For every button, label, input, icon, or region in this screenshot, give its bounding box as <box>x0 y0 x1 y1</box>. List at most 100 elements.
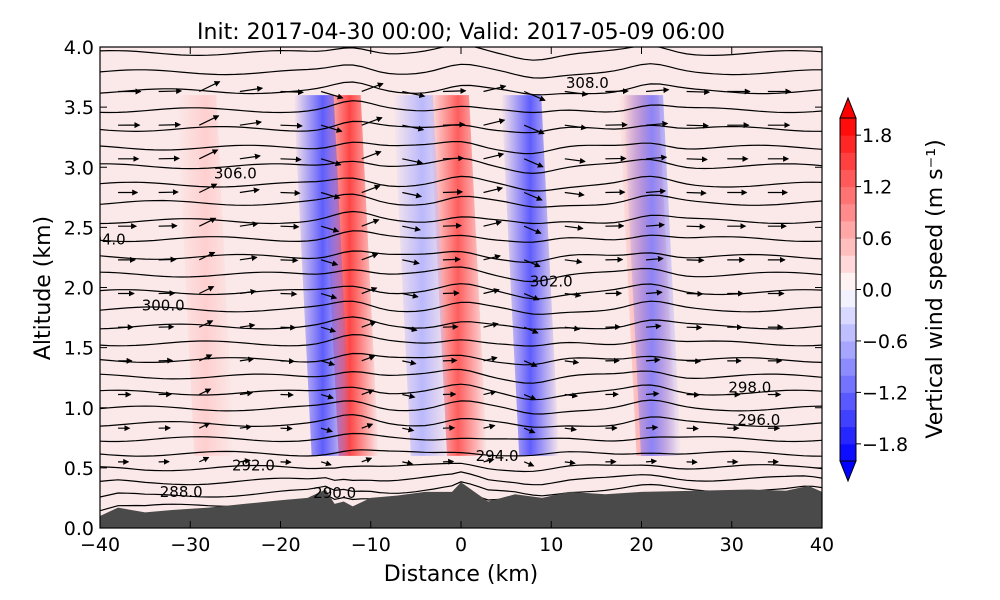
wind-vector <box>483 118 506 126</box>
wind-band <box>176 95 235 456</box>
colorbar-tick-label: 0.6 <box>862 228 892 250</box>
wind-vector <box>402 326 418 333</box>
x-axis-title: Distance (km) <box>384 562 539 587</box>
wind-vector <box>239 390 254 397</box>
wind-vector <box>239 255 258 262</box>
wind-vector <box>442 87 467 94</box>
wind-vector <box>320 90 344 100</box>
colorbar-band <box>840 186 856 205</box>
wind-vector <box>280 89 305 96</box>
isentrope-line <box>100 352 822 366</box>
wind-vector <box>361 423 374 429</box>
wind-vector <box>402 124 425 132</box>
wind-vector <box>564 258 583 265</box>
wind-vector <box>564 224 584 231</box>
isentrope-line <box>100 141 822 155</box>
wind-vector <box>483 84 507 93</box>
colorbar-band <box>840 340 856 359</box>
x-tick-label: −10 <box>351 534 391 556</box>
contour-label: 306.0 <box>214 164 257 182</box>
colorbar-bands <box>840 118 856 462</box>
contour-labels: 308.0 306.0 04.0 302.0 300.0 298.0 296.0 294.0 2… <box>92 74 780 502</box>
colorbar-max-extend <box>839 96 857 119</box>
wind-vector <box>361 82 384 93</box>
colorbar-band <box>840 426 856 445</box>
wind-vector <box>239 85 264 93</box>
wind-vector <box>402 158 424 165</box>
wind-vector <box>686 189 707 196</box>
wind-vector <box>523 259 541 268</box>
x-tick-label: 20 <box>629 534 653 556</box>
wind-vector <box>239 356 255 363</box>
wind-vector <box>239 288 257 295</box>
wind-band <box>293 95 352 456</box>
wind-vector <box>402 426 415 433</box>
colorbar-band <box>840 135 856 153</box>
wind-vector <box>564 359 580 365</box>
isentrope-line <box>100 471 822 486</box>
isentrope-line <box>100 100 822 114</box>
wind-vector <box>320 360 336 367</box>
wind-vector <box>402 225 421 232</box>
contour-label: 04.0 <box>92 230 125 248</box>
wind-vector <box>361 389 375 396</box>
wind-vector <box>686 257 705 264</box>
wind-vector <box>199 217 217 227</box>
wind-vector <box>239 221 259 228</box>
y-tick-label: 1.5 <box>64 338 94 360</box>
colorbar-band <box>840 443 856 462</box>
y-tick-label: 0.5 <box>64 458 94 480</box>
colorbar-label: Vertical wind speed (m s⁻¹) <box>923 139 948 438</box>
wind-vector <box>523 124 545 135</box>
wind-vectors <box>118 81 792 467</box>
wind-vector <box>320 225 340 233</box>
wind-vector <box>442 155 465 162</box>
isentrope-line <box>100 47 822 61</box>
wind-vector <box>361 355 376 362</box>
wind-vector <box>645 222 665 229</box>
colorbar: 1.8 1.2 0.6 0.0 −0.6 −1.2 −1.8 Vertical wind s… <box>839 96 948 483</box>
wind-vector <box>239 187 260 194</box>
chart-title: Init: 2017-04-30 00:00; Valid: 2017-05-0… <box>197 20 725 45</box>
contour-label: 298.0 <box>728 378 771 396</box>
y-tick-label: 3.5 <box>64 97 94 119</box>
wind-vector <box>239 322 256 329</box>
y-tick-label: 0.0 <box>64 518 94 540</box>
wind-vector <box>402 359 417 366</box>
isentrope-line <box>100 368 822 384</box>
wind-vector <box>564 392 579 399</box>
wind-vector <box>442 256 461 263</box>
colorbar-tick-label: −1.2 <box>862 382 908 404</box>
y-axis: 0.0 0.5 1.0 1.5 2.0 2.5 3.0 3.5 4.0 <box>64 37 822 540</box>
colorbar-tick-label: 1.2 <box>862 177 892 199</box>
wind-vector <box>564 291 582 298</box>
wind-vector <box>523 90 546 102</box>
wind-vector <box>280 324 297 331</box>
wind-band <box>392 95 451 456</box>
wind-vector <box>320 292 338 300</box>
colorbar-band <box>840 255 856 273</box>
wind-vector <box>402 292 419 299</box>
x-tick-label: −30 <box>170 534 210 556</box>
contour-label: 292.0 <box>232 456 275 474</box>
wind-vector <box>199 183 218 194</box>
wind-vector <box>645 255 664 262</box>
x-tick-label: −20 <box>260 534 300 556</box>
wind-vector <box>483 321 499 328</box>
colorbar-min-extend <box>839 460 857 483</box>
wind-vector <box>199 115 220 126</box>
y-axis-title: Altitude (km) <box>31 216 56 360</box>
wind-vector <box>483 152 505 160</box>
colorbar-tick-label: 0.0 <box>862 280 892 302</box>
wind-vector <box>199 149 219 160</box>
wind-vector <box>361 320 377 328</box>
wind-vector <box>523 158 544 168</box>
wind-vector <box>280 156 302 163</box>
isentrope-line <box>100 462 822 473</box>
colorbar-band <box>840 323 856 342</box>
wind-vector <box>239 424 253 431</box>
wind-vector <box>523 292 540 301</box>
colorbar-ticks: 1.8 1.2 0.6 0.0 −0.6 −1.2 −1.8 <box>856 125 908 456</box>
wind-vector <box>402 460 414 466</box>
wind-vector <box>361 116 383 126</box>
